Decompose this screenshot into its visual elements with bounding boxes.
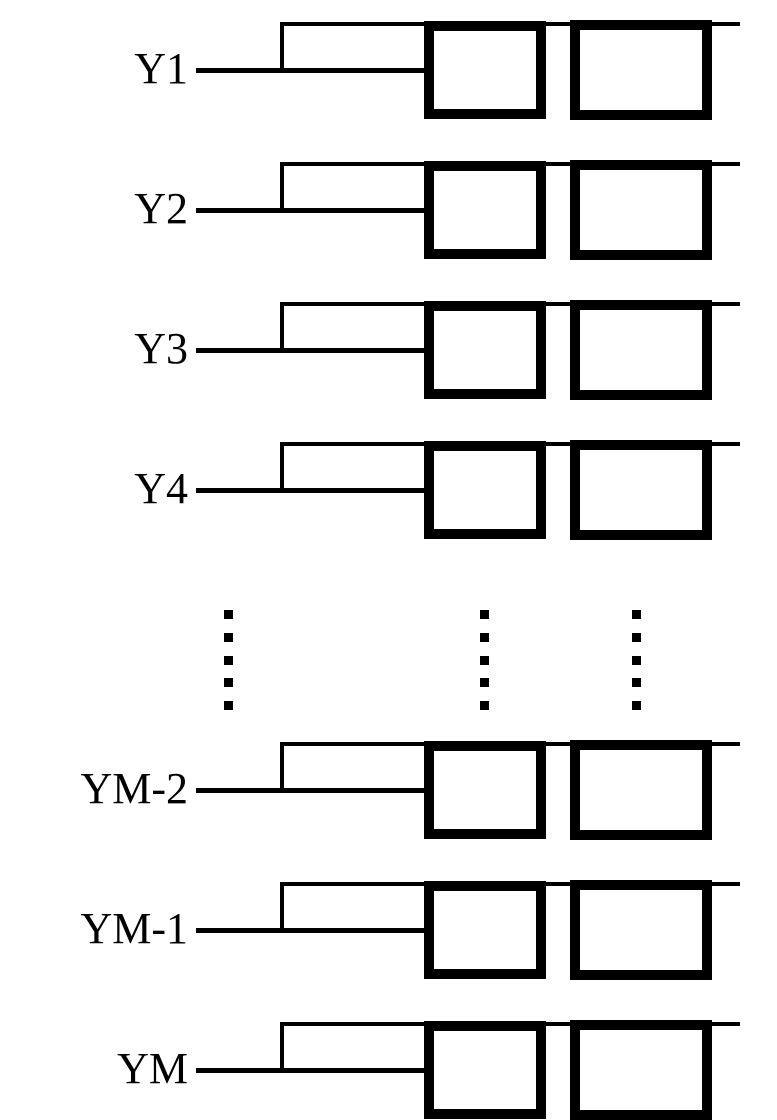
box-right	[570, 440, 712, 540]
bracket-vline-right	[736, 882, 740, 885]
dot	[224, 633, 233, 642]
box-left	[424, 21, 546, 119]
box-left	[424, 741, 546, 839]
dot	[480, 701, 489, 710]
box-left	[424, 881, 546, 979]
bracket-hline	[280, 302, 740, 306]
bracket-vline-right	[736, 302, 740, 305]
box-right	[570, 160, 712, 260]
diagram-canvas: Y1 Y2 Y3 Y4 YM-2 YM-1 YM	[0, 0, 777, 1114]
bracket-vline-left	[280, 1022, 284, 1070]
row-label: Y2	[134, 183, 188, 234]
bracket-hline	[280, 1022, 740, 1026]
bracket-vline-left	[280, 742, 284, 790]
dot	[632, 633, 641, 642]
dot	[632, 678, 641, 687]
bracket-vline-right	[736, 442, 740, 445]
box-left	[424, 301, 546, 399]
bracket-hline	[280, 882, 740, 886]
box-right	[570, 740, 712, 840]
box-left	[424, 161, 546, 259]
vertical-ellipsis	[224, 610, 233, 710]
box-right	[570, 300, 712, 400]
bracket-hline	[280, 442, 740, 446]
row-label: Y4	[134, 463, 188, 514]
row-label: YM-2	[80, 763, 188, 814]
box-right	[570, 1020, 712, 1120]
main-line	[196, 928, 424, 933]
bracket-vline-right	[736, 742, 740, 745]
dot	[632, 656, 641, 665]
vertical-ellipsis	[480, 610, 489, 710]
box-left	[424, 1021, 546, 1119]
main-line	[196, 348, 424, 353]
bracket-vline-left	[280, 302, 284, 350]
main-line	[196, 1068, 424, 1073]
row-label: Y3	[134, 323, 188, 374]
dot	[480, 678, 489, 687]
dot	[632, 610, 641, 619]
box-left	[424, 441, 546, 539]
bracket-vline-left	[280, 442, 284, 490]
main-line	[196, 488, 424, 493]
box-right	[570, 880, 712, 980]
bracket-hline	[280, 22, 740, 26]
dot	[224, 610, 233, 619]
bracket-vline-right	[736, 162, 740, 165]
dot	[480, 610, 489, 619]
main-line	[196, 208, 424, 213]
dot	[224, 701, 233, 710]
bracket-hline	[280, 162, 740, 166]
bracket-vline-left	[280, 882, 284, 930]
dot	[480, 633, 489, 642]
row-label: Y1	[134, 43, 188, 94]
bracket-vline-right	[736, 22, 740, 25]
bracket-vline-left	[280, 22, 284, 70]
dot	[632, 701, 641, 710]
main-line	[196, 68, 424, 73]
bracket-vline-right	[736, 1022, 740, 1025]
main-line	[196, 788, 424, 793]
dot	[224, 678, 233, 687]
box-right	[570, 20, 712, 120]
dot	[224, 656, 233, 665]
bracket-vline-left	[280, 162, 284, 210]
row-label: YM-1	[80, 903, 188, 954]
row-label: YM	[117, 1043, 188, 1094]
vertical-ellipsis	[632, 610, 641, 710]
dot	[480, 656, 489, 665]
bracket-hline	[280, 742, 740, 746]
